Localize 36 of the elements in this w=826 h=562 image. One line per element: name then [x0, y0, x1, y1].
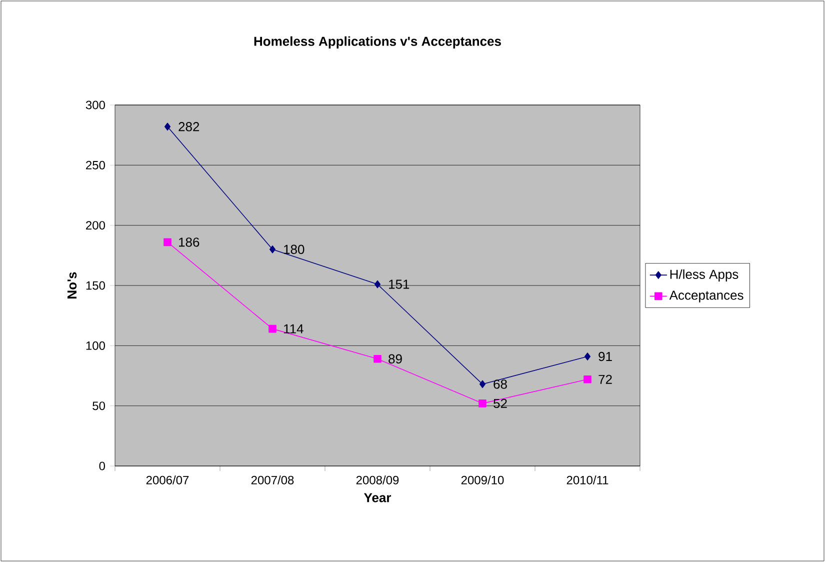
data-label: 282: [178, 122, 200, 132]
point: [374, 280, 381, 288]
data-label: 180: [284, 244, 304, 254]
point: [268, 324, 276, 333]
y-axis-title: No's: [68, 272, 77, 298]
data-label: 68: [494, 380, 507, 389]
point: [269, 246, 276, 254]
y-tick-label: 300: [86, 100, 105, 110]
point: [164, 238, 172, 246]
x-tick-label: 2009/10: [461, 476, 504, 484]
data-label: 89: [388, 354, 402, 364]
point: [584, 375, 592, 384]
point: [164, 122, 171, 131]
y-tick-label: 0: [99, 462, 106, 470]
y-tick-label: 150: [86, 281, 105, 290]
x-tick-label: 2010/11: [566, 476, 608, 484]
data-label: 72: [598, 374, 612, 384]
x-tick-label: 2007/08: [251, 476, 294, 484]
legend-label: H/less Apps: [670, 269, 738, 282]
data-label: 186: [179, 238, 200, 247]
chart-title: Homeless Applications v's Acceptances: [254, 36, 501, 48]
y-tick-label: 200: [86, 221, 105, 230]
point: [478, 400, 486, 408]
point: [584, 352, 591, 360]
data-label: 151: [389, 280, 410, 289]
y-tick-label: 100: [86, 341, 105, 350]
x-axis-title: Year: [364, 493, 392, 502]
data-label: 114: [284, 324, 304, 334]
x-tick-label: 2008/09: [356, 476, 399, 484]
point: [374, 355, 382, 363]
data-label: 91: [598, 352, 612, 362]
point: [479, 380, 486, 388]
x-tick-label: 2006/07: [146, 476, 189, 484]
legend-label: Acceptances: [669, 290, 744, 302]
y-tick-label: 50: [92, 402, 106, 410]
y-tick-label: 250: [86, 160, 105, 170]
